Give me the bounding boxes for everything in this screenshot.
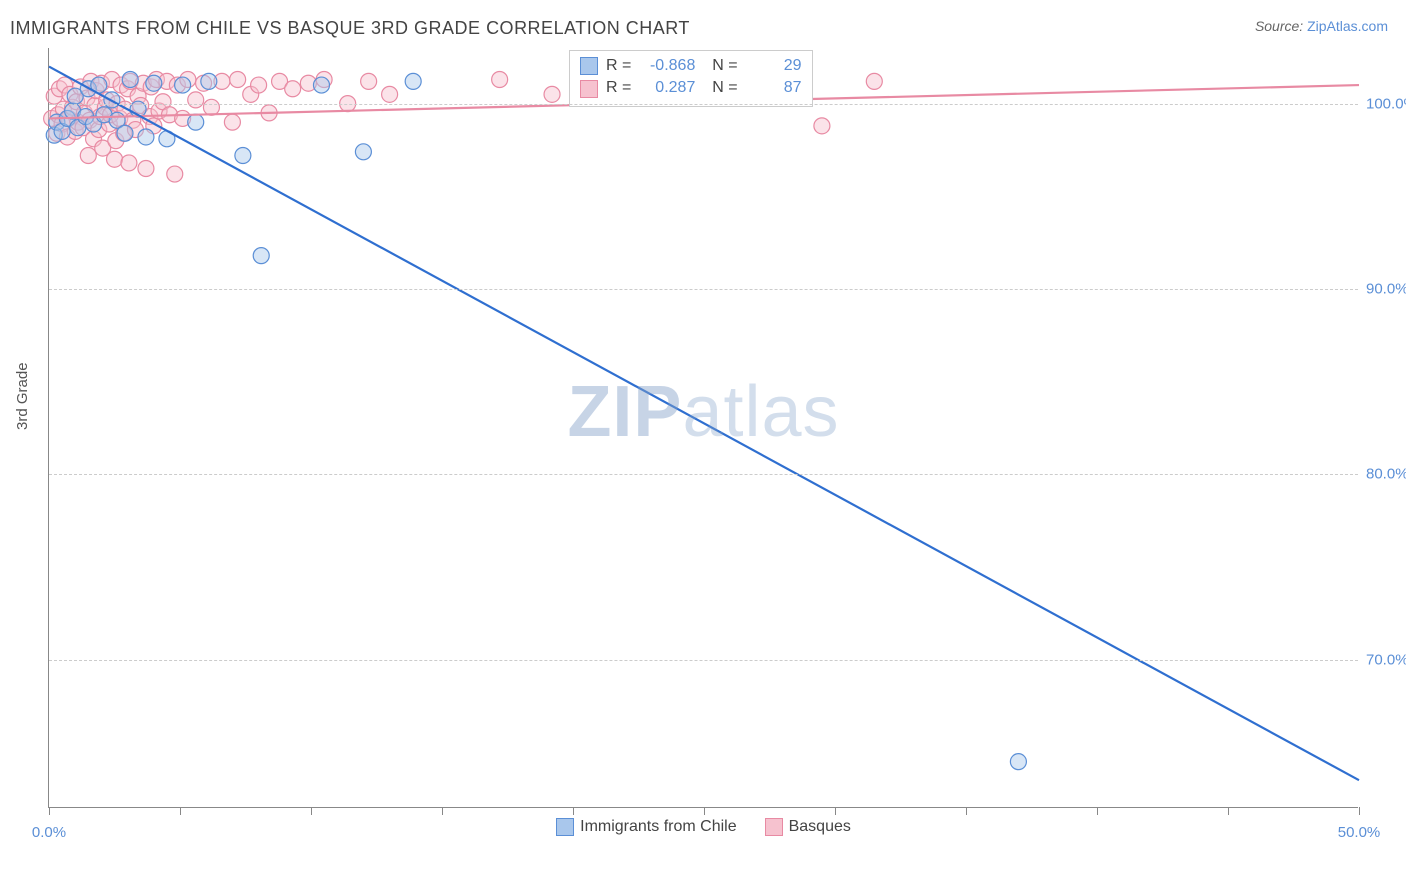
x-tick [442,807,443,815]
source-prefix: Source: [1255,18,1307,34]
gridline-h [49,660,1358,661]
data-point [1010,754,1026,770]
legend-label: Basques [789,818,851,836]
data-point [814,118,830,134]
gridline-h [49,104,1358,105]
x-tick [704,807,705,815]
x-tick [966,807,967,815]
data-point [235,148,251,164]
gridline-h [49,474,1358,475]
gridline-h [49,289,1358,290]
data-point [313,77,329,93]
r-value-a: -0.868 [639,55,695,77]
data-point [224,114,240,130]
data-point [355,144,371,160]
x-tick [573,807,574,815]
data-point [188,92,204,108]
data-point [203,99,219,115]
data-point [253,248,269,264]
n-label: N = [703,77,737,99]
data-point [167,166,183,182]
data-point [138,160,154,176]
legend-label: Immigrants from Chile [580,818,736,836]
y-axis-label: 3rd Grade [14,362,31,430]
data-point [175,77,191,93]
source-link[interactable]: ZipAtlas.com [1307,18,1388,34]
series-legend: Immigrants from Chile Basques [49,818,1358,841]
x-tick [1228,807,1229,815]
r-label: R = [606,55,631,77]
x-tick [180,807,181,815]
x-tick [1097,807,1098,815]
n-label: N = [703,55,737,77]
data-point [121,155,137,171]
data-point [230,72,246,88]
x-tick-label: 50.0% [1338,824,1381,841]
stats-legend: R = -0.868 N = 29 R = 0.287 N = 87 [569,50,813,107]
data-point [122,72,138,88]
y-tick-label: 80.0% [1366,466,1406,483]
x-tick [311,807,312,815]
data-point [188,114,204,130]
legend-swatch [765,818,783,836]
plot-area: ZIPatlas R = -0.868 N = 29 R = 0.287 N =… [48,48,1358,808]
data-point [107,151,123,167]
source-attribution: Source: ZipAtlas.com [1255,18,1388,34]
x-tick [1359,807,1360,815]
data-point [866,73,882,89]
legend-swatch [556,818,574,836]
data-point [80,148,96,164]
legend-item: Basques [765,818,851,836]
data-point [138,129,154,145]
n-value-b: 87 [746,77,802,99]
swatch-a [580,57,598,75]
data-point [251,77,267,93]
x-tick [49,807,50,815]
y-tick-label: 100.0% [1366,95,1406,112]
y-tick-label: 90.0% [1366,280,1406,297]
trend-line [49,67,1359,781]
r-label: R = [606,77,631,99]
x-tick [835,807,836,815]
stats-row-a: R = -0.868 N = 29 [580,55,802,77]
data-point [201,73,217,89]
stats-row-b: R = 0.287 N = 87 [580,77,802,99]
scatter-svg [49,48,1358,807]
chart-title: IMMIGRANTS FROM CHILE VS BASQUE 3RD GRAD… [10,18,690,38]
legend-item: Immigrants from Chile [556,818,736,836]
swatch-b [580,80,598,98]
n-value-a: 29 [746,55,802,77]
data-point [405,73,421,89]
data-point [544,86,560,102]
data-point [146,75,162,91]
r-value-b: 0.287 [639,77,695,99]
data-point [382,86,398,102]
x-tick-label: 0.0% [32,824,66,841]
y-tick-label: 70.0% [1366,651,1406,668]
data-point [492,72,508,88]
data-point [117,125,133,141]
data-point [285,81,301,97]
data-point [361,73,377,89]
